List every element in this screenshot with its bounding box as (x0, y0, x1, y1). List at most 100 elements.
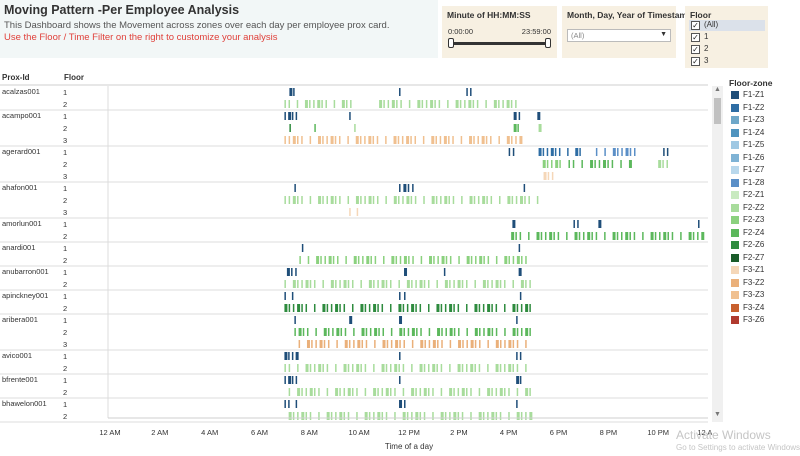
legend-swatch (731, 166, 739, 174)
activity-mark (504, 364, 506, 372)
legend-item[interactable]: F2-Z4 (731, 228, 791, 238)
employee-label: bfrente001 (2, 375, 38, 384)
activity-mark (511, 232, 515, 240)
legend-item[interactable]: F3-Z1 (731, 265, 791, 275)
activity-mark (385, 388, 389, 396)
legend-item[interactable]: F2-Z2 (731, 203, 791, 213)
activity-mark (620, 160, 622, 168)
activity-mark (404, 292, 406, 300)
activity-mark (430, 100, 434, 108)
legend-label: F1-Z1 (743, 90, 765, 99)
activity-mark (697, 232, 699, 240)
check-icon[interactable]: ✓ (691, 21, 700, 30)
activity-mark (495, 280, 499, 288)
activity-mark (420, 328, 422, 336)
floor-option-all[interactable]: ✓ (All) (689, 20, 765, 31)
activity-mark (508, 340, 512, 348)
legend-item[interactable]: F1-Z8 (731, 178, 791, 188)
date-filter-select[interactable]: (All) ▼ (567, 29, 671, 42)
activity-mark (625, 232, 629, 240)
activity-mark (528, 232, 530, 240)
activity-mark (474, 328, 478, 336)
activity-mark (315, 328, 317, 336)
activity-mark (443, 268, 446, 276)
activity-mark (487, 412, 489, 420)
activity-mark (330, 280, 334, 288)
legend-item[interactable]: F1-Z5 (731, 140, 791, 150)
activity-mark (377, 280, 379, 288)
activity-mark (566, 232, 568, 240)
activity-mark (318, 196, 322, 204)
activity-mark (339, 196, 341, 204)
activity-mark (353, 256, 357, 264)
arrow-up-icon[interactable]: ▲ (714, 86, 721, 93)
activity-mark (459, 100, 462, 108)
floor-label: 2 (63, 232, 67, 241)
activation-watermark: Activate Windows (676, 428, 771, 442)
arrow-down-icon[interactable]: ▼ (714, 411, 721, 418)
activity-mark (516, 304, 519, 312)
check-icon[interactable]: ✓ (691, 45, 700, 54)
check-icon[interactable]: ✓ (691, 57, 700, 66)
legend-item[interactable]: F2-Z6 (731, 240, 791, 250)
legend-item[interactable]: F1-Z4 (731, 128, 791, 138)
activity-mark (428, 340, 431, 348)
scrollbar-thumb[interactable] (714, 98, 721, 124)
chart-scrollbar[interactable]: ▲ ▼ (712, 86, 723, 422)
floor-option-3[interactable]: ✓ 3 (689, 56, 765, 67)
legend-item[interactable]: F3-Z4 (731, 303, 791, 313)
legend-swatch (731, 91, 739, 99)
legend-item[interactable]: F3-Z6 (731, 315, 791, 325)
activity-mark (432, 364, 436, 372)
legend-item[interactable]: F1-Z3 (731, 115, 791, 125)
activity-mark (519, 232, 522, 240)
time-slider-track[interactable] (450, 42, 549, 45)
activity-mark (520, 412, 523, 420)
legend-item[interactable]: F2-Z7 (731, 253, 791, 263)
legend-item[interactable]: F1-Z2 (731, 103, 791, 113)
activity-mark (595, 232, 598, 240)
activity-mark (341, 100, 345, 108)
activity-mark (336, 340, 338, 348)
activity-mark (291, 352, 294, 360)
activity-mark (398, 280, 400, 288)
activity-mark (423, 280, 426, 288)
activity-mark (330, 136, 334, 144)
legend-item[interactable]: F2-Z1 (731, 190, 791, 200)
activity-mark (508, 412, 510, 420)
activity-mark (411, 328, 415, 336)
activity-mark (415, 388, 417, 396)
activity-mark (293, 88, 295, 96)
floor-option-1[interactable]: ✓ 1 (689, 32, 765, 43)
legend-item[interactable]: F1-Z1 (731, 90, 791, 100)
legend-item[interactable]: F1-Z7 (731, 165, 791, 175)
time-slider-low-handle[interactable] (448, 38, 454, 48)
floor-option-label: 1 (704, 32, 709, 41)
time-filter-high[interactable]: 23:59:00 (521, 27, 551, 36)
time-slider-high-handle[interactable] (545, 38, 551, 48)
activity-mark (416, 328, 418, 336)
activity-mark (301, 244, 304, 252)
check-icon[interactable]: ✓ (691, 33, 700, 42)
time-filter-low[interactable]: 0:00:00 (448, 27, 474, 36)
activity-mark (495, 340, 499, 348)
activity-mark (284, 376, 286, 384)
legend-swatch (731, 303, 739, 312)
x-tick-label: 2 AM (151, 428, 168, 437)
activity-mark (394, 412, 396, 420)
activity-mark (417, 100, 421, 108)
activity-mark (573, 220, 575, 228)
activity-mark (365, 340, 368, 348)
activity-mark (288, 376, 292, 384)
activity-mark (525, 328, 529, 336)
activity-mark (411, 280, 413, 288)
legend-item[interactable]: F3-Z3 (731, 290, 791, 300)
legend-item[interactable]: F3-Z2 (731, 278, 791, 288)
row-header-prox-id: Prox-Id (2, 73, 30, 82)
x-tick-label: 12 AM (697, 428, 712, 437)
legend-item[interactable]: F1-Z6 (731, 153, 791, 163)
activity-mark (546, 160, 549, 168)
floor-option-2[interactable]: ✓ 2 (689, 44, 765, 55)
activity-mark (325, 100, 327, 108)
legend-item[interactable]: F2-Z3 (731, 215, 791, 225)
